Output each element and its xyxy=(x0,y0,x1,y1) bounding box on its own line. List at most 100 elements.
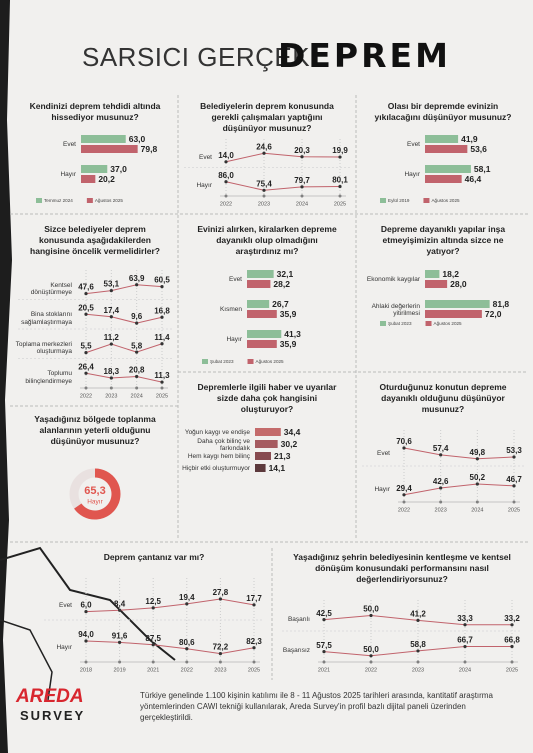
x-tick-label: 2023 xyxy=(105,393,117,399)
value-label: 9,6 xyxy=(131,312,143,321)
x-tick-label: 2025 xyxy=(508,507,520,513)
bar xyxy=(425,280,448,288)
panel: 2022 2023 2024 2025 70,6 57,4 49,8 53,3 29,4 42,6… xyxy=(358,378,528,518)
value-label: 16,8 xyxy=(154,306,170,315)
legend-label: Ağustos 2025 xyxy=(431,198,460,203)
value-label: 28,0 xyxy=(450,279,467,289)
value-label: 17,4 xyxy=(104,306,120,315)
value-label: 63,0 xyxy=(129,134,146,144)
brand-subtitle: SURVEY xyxy=(20,708,86,723)
bar xyxy=(81,175,96,183)
value-label: 20,8 xyxy=(129,366,145,375)
point xyxy=(224,160,228,164)
point xyxy=(300,155,304,159)
bar xyxy=(255,464,266,472)
bar xyxy=(247,330,282,338)
point xyxy=(262,188,266,192)
x-tick-label: 2022 xyxy=(181,667,193,673)
series-label: Başarılı xyxy=(287,616,310,624)
value-label: 11,3 xyxy=(154,371,170,380)
bar xyxy=(425,165,471,173)
panel-title: Sizce belediyeler deprem konusunda aşağı… xyxy=(30,224,160,256)
point xyxy=(224,180,228,184)
x-tick-label: 2023 xyxy=(258,201,270,207)
x-tick-label: 2022 xyxy=(398,507,410,513)
legend-swatch xyxy=(380,198,386,203)
panel-title: Depreme dayanıklı yapılar inşa etmeyişim… xyxy=(380,224,506,256)
category-label: Hayır xyxy=(226,336,242,344)
x-tick-label: 2021 xyxy=(318,667,330,673)
crack-line xyxy=(0,546,176,661)
bar xyxy=(425,270,440,278)
panel-title: Depremlerle ilgili haber ve uyarılar siz… xyxy=(197,382,337,414)
value-label: 82,3 xyxy=(246,637,262,646)
x-tick-label: 2023 xyxy=(435,507,447,513)
point xyxy=(84,371,88,375)
value-label: 42,5 xyxy=(316,609,332,618)
category-label: Hayır xyxy=(60,171,76,179)
point xyxy=(252,603,256,607)
bar xyxy=(247,310,277,318)
point xyxy=(338,155,342,159)
point xyxy=(300,185,304,189)
category-label: Ekonomik kaygılar xyxy=(366,276,420,284)
bar xyxy=(81,165,108,173)
point xyxy=(439,486,443,490)
legend-swatch xyxy=(36,198,42,203)
category-label: Yoğun kaygı ve endişe xyxy=(184,429,250,437)
value-label: 80,6 xyxy=(179,638,195,647)
value-label: 20,2 xyxy=(98,174,115,184)
value-label: 72,2 xyxy=(213,643,229,652)
category-label: Kısmen xyxy=(219,306,242,314)
value-label: 29,4 xyxy=(396,484,412,493)
line xyxy=(85,372,163,383)
panel-title: Evinizi alırken, kiralarken depreme daya… xyxy=(197,224,337,256)
chart-area: 2022 2023 2024 2025 14,0 24,6 20,3 19,9 86,0 75,4… xyxy=(184,139,350,207)
line xyxy=(85,313,163,324)
point xyxy=(135,321,139,325)
point xyxy=(463,623,467,627)
chart-area: 2022 2023 2024 2025 47,6 53,1 63,9 60,5 20,5 17,4… xyxy=(18,270,172,399)
value-label: 46,4 xyxy=(465,174,482,184)
line xyxy=(85,343,163,354)
bar xyxy=(81,145,138,153)
point xyxy=(338,184,342,189)
panel-title: Kendinizi deprem tehdidi altında hissedi… xyxy=(29,101,161,122)
x-tick-label: 2018 xyxy=(80,667,92,673)
value-label: 58,8 xyxy=(410,640,426,649)
value-label: 80,1 xyxy=(332,176,348,185)
bar xyxy=(255,428,281,436)
point xyxy=(218,597,222,601)
panel: 41,9 53,6 58,1 46,4 Eylül 2019 Ağustos 2025 Ol… xyxy=(358,97,528,209)
panel: 34,4 30,2 21,3 14,1 Depremlerle ilgili haber… xyxy=(180,378,354,518)
value-label: 53,6 xyxy=(470,144,487,154)
category-label: Ahlaki değerlerin yitirilmesi xyxy=(371,302,420,318)
legend-swatch xyxy=(423,198,430,203)
value-label: 53,1 xyxy=(104,280,120,289)
value-label: 28,2 xyxy=(273,279,290,289)
point xyxy=(510,623,514,627)
value-label: 79,8 xyxy=(141,144,158,154)
value-label: 41,2 xyxy=(410,609,426,618)
value-label: 49,8 xyxy=(470,448,486,457)
point xyxy=(369,613,373,618)
bar xyxy=(425,310,482,318)
point xyxy=(512,455,516,459)
point xyxy=(109,342,113,346)
series-label: Hayır xyxy=(196,182,212,190)
panel-title: Olası bir depremde evinizin yıkılacağını… xyxy=(374,101,512,122)
value-label: 19,9 xyxy=(332,146,348,155)
category-label: Hayır xyxy=(404,171,420,179)
value-label: 50,2 xyxy=(470,473,486,482)
category-label: Hiçbir etki oluşturmuyor xyxy=(182,465,250,473)
line xyxy=(225,181,341,191)
value-label: 34,4 xyxy=(284,427,301,437)
x-tick-label: 2022 xyxy=(365,667,377,673)
value-label: 12,5 xyxy=(145,597,161,606)
series-label: Hayır xyxy=(374,485,390,493)
value-label: 58,1 xyxy=(474,164,491,174)
point xyxy=(118,608,122,612)
